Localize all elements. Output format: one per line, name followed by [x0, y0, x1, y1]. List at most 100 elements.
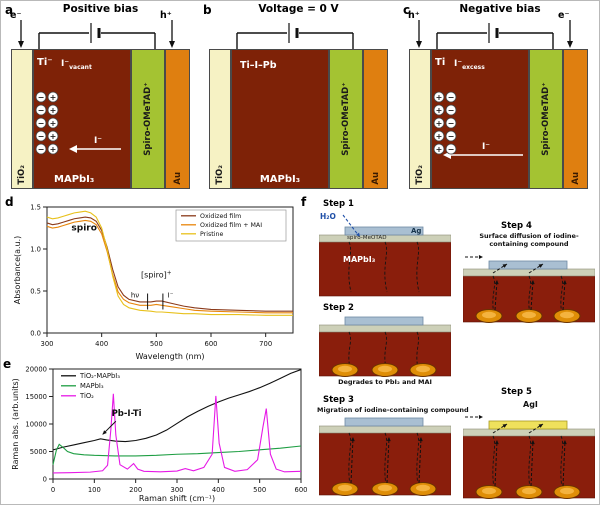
ag-label: Ag: [411, 227, 422, 235]
panel-b-zero-bias: b Voltage = 0 V TiO₂ Ti–I–Pb MAPbI₃ Spir…: [201, 3, 396, 196]
panel-b-title: Voltage = 0 V: [258, 3, 339, 15]
panel-b-overlay: [236, 23, 354, 49]
mapbi3-label: MAPbI₃: [343, 255, 376, 264]
svg-text:700: 700: [259, 340, 272, 348]
iodide-vacant-label: I⁻vacant: [61, 59, 92, 71]
electron-arrowhead: [567, 41, 573, 48]
mapbi3-layer: Ti⁻ I⁻vacant MAPbI₃: [33, 49, 131, 189]
step-1: Step 1 H₂O Ag spiro-MeOTAD MAPbI₃: [317, 199, 453, 297]
svg-text:Wavelength (nm): Wavelength (nm): [135, 352, 204, 361]
panel-label-b: b: [203, 3, 212, 17]
svg-text:hν: hν: [131, 292, 139, 300]
panel-label-e: e: [3, 357, 12, 371]
svg-text:+: +: [50, 106, 57, 115]
svg-text:−: −: [448, 119, 455, 128]
svg-text:−: −: [38, 93, 45, 102]
iodide-arrow-label: I⁻: [94, 136, 102, 146]
panel-label-d: d: [5, 195, 14, 209]
mapbi3-label: MAPbI₃: [54, 174, 95, 185]
mapbi3-layer: Ti–I–Pb MAPbI₃: [231, 49, 329, 189]
svg-text:15000: 15000: [25, 393, 47, 401]
svg-text:20000: 20000: [25, 366, 47, 374]
svg-text:−: −: [448, 132, 455, 141]
svg-text:0: 0: [43, 476, 47, 484]
svg-text:Pb-I-Ti: Pb-I-Ti: [112, 409, 142, 419]
svg-text:200: 200: [129, 486, 142, 494]
panel-label-f: f: [301, 195, 307, 209]
svg-text:Absorbance(a.u.): Absorbance(a.u.): [13, 236, 22, 305]
svg-text:400: 400: [212, 486, 225, 494]
electron-label: e⁻: [10, 10, 22, 21]
svg-text:−: −: [38, 119, 45, 128]
step-1-title: Step 1: [323, 199, 354, 209]
step-4: Step 4 Surface diffusion of iodine-conta…: [461, 221, 597, 324]
electron-label: e⁻: [558, 10, 570, 21]
step-1-diagram: [319, 214, 451, 297]
svg-text:600: 600: [295, 486, 308, 494]
svg-text:spiro: spiro: [71, 224, 97, 234]
step-2-title: Step 2: [323, 303, 354, 313]
svg-text:−: −: [38, 106, 45, 115]
circuit-wire: [236, 32, 354, 49]
au-layer: Au: [563, 49, 588, 189]
svg-text:−: −: [448, 106, 455, 115]
step-4-caption: Surface diffusion of iodine-containing c…: [479, 232, 579, 249]
svg-text:+: +: [436, 93, 443, 102]
step-3-caption: Migration of iodine-containing compound: [317, 406, 469, 414]
step-2-diagram: [319, 316, 451, 377]
panel-a-overlay: I⁻ − +− +− +− +− +: [18, 20, 175, 155]
svg-text:400: 400: [95, 340, 108, 348]
panel-a-positive-bias: a Positive bias e⁻ h⁺ TiO₂ Ti⁻ I⁻vacant …: [3, 3, 198, 196]
svg-text:+: +: [436, 106, 443, 115]
iodide-arrow-label: I⁻: [482, 142, 490, 152]
panel-a-title: Positive bias: [62, 3, 139, 15]
svg-text:−: −: [38, 132, 45, 141]
svg-text:Raman abs. (arb.units): Raman abs. (arb.units): [11, 378, 20, 470]
iodide-arrowhead: [69, 145, 77, 153]
hole-arrowhead: [416, 41, 422, 48]
svg-text:1.5: 1.5: [30, 204, 41, 212]
iodide-excess-label: I⁻excess: [454, 59, 485, 71]
circuit-wire: [436, 32, 554, 49]
svg-text:+: +: [50, 132, 57, 141]
step-5-title: Step 5: [501, 387, 532, 397]
svg-text:500: 500: [150, 340, 163, 348]
svg-text:+: +: [50, 93, 57, 102]
svg-text:+: +: [436, 132, 443, 141]
svg-text:500: 500: [253, 486, 266, 494]
ti-species-label: Ti: [435, 57, 446, 68]
hole-label: h⁺: [408, 10, 420, 21]
svg-text:Pristine: Pristine: [200, 231, 224, 238]
agi-label: AgI: [523, 400, 538, 409]
svg-text:−: −: [38, 145, 45, 154]
svg-text:10000: 10000: [25, 421, 47, 429]
svg-text:1.0: 1.0: [30, 246, 41, 254]
svg-text:5000: 5000: [30, 448, 47, 456]
panel-c-negative-bias: c Negative bias h⁺ e⁻ TiO₂ Ti I⁻excess S…: [401, 3, 599, 196]
svg-text:100: 100: [88, 486, 101, 494]
svg-text:TiO₂: TiO₂: [79, 392, 94, 400]
spiro-layer: Spiro-OMeTAD⁺: [329, 49, 363, 189]
svg-text:−: −: [448, 93, 455, 102]
step-2: Step 2 Degrades to PbI₂ and MAI: [317, 303, 453, 386]
step-5: Step 5 AgI: [461, 387, 597, 499]
tio2-layer: TiO₂: [409, 49, 431, 189]
panel-c-overlay: I⁻ + −+ −+ −+ −+ −: [416, 20, 573, 159]
svg-text:[spiro]+: [spiro]+: [141, 271, 172, 280]
step-5-diagram: [463, 415, 595, 499]
svg-text:300: 300: [171, 486, 184, 494]
h2o-label: H₂O: [320, 212, 336, 221]
svg-text:Oxidized film: Oxidized film: [200, 213, 241, 220]
raman-chart: 0 100 200 300 400 500 600 0 5000 10000 15000 20000 R…: [11, 366, 308, 504]
svg-text:MAPbI₃: MAPbI₃: [80, 382, 104, 390]
svg-text:Raman shift (cm⁻¹): Raman shift (cm⁻¹): [139, 494, 215, 503]
svg-text:+: +: [50, 119, 57, 128]
panel-label-a: a: [5, 3, 14, 17]
svg-text:0.0: 0.0: [30, 330, 41, 338]
svg-text:0.5: 0.5: [30, 288, 41, 296]
hole-arrowhead: [169, 41, 175, 48]
absorbance-chart: 300 400 500 600 700 0.0 0.5 1.0 1.5 Wavelength (n…: [13, 204, 294, 361]
step-4-diagram: [463, 255, 595, 324]
tio2-layer: TiO₂: [209, 49, 231, 189]
